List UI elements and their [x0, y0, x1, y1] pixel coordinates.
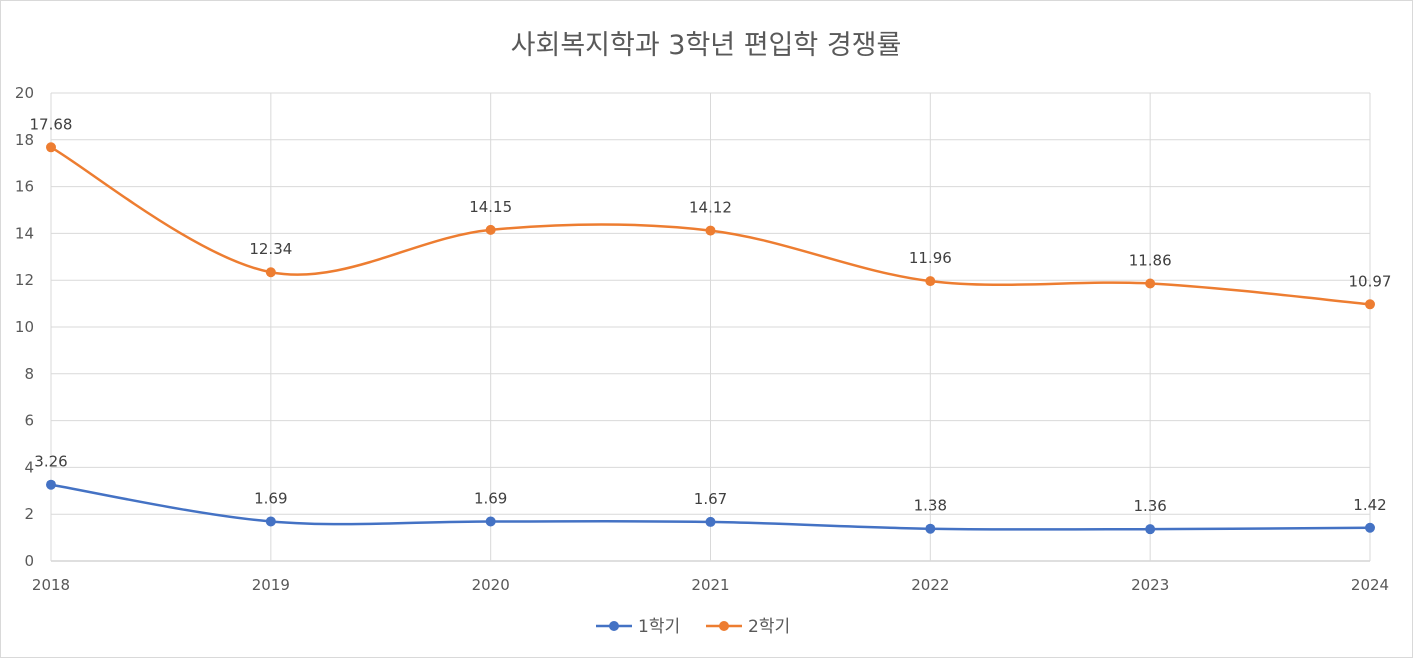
- data-label: 14.12: [689, 199, 732, 217]
- y-tick-label: 18: [15, 131, 34, 149]
- legend-marker: [719, 621, 729, 631]
- chart-title: 사회복지학과 3학년 편입학 경쟁률: [511, 30, 902, 61]
- data-label: 11.96: [909, 249, 952, 267]
- data-point: [485, 516, 496, 527]
- y-tick-label: 0: [24, 552, 34, 570]
- data-point: [705, 225, 716, 236]
- legend-item: 1학기: [596, 617, 680, 637]
- data-point: [705, 516, 716, 527]
- legend-label: 2학기: [748, 617, 790, 637]
- y-tick-label: 2: [24, 505, 34, 523]
- data-point: [265, 267, 276, 278]
- data-label: 3.26: [34, 453, 67, 471]
- y-tick-label: 6: [24, 412, 34, 430]
- y-tick-label: 16: [15, 178, 34, 196]
- data-point: [1145, 278, 1156, 289]
- x-tick-label: 2023: [1131, 576, 1169, 594]
- data-point: [46, 479, 56, 490]
- y-tick-label: 8: [24, 365, 34, 383]
- data-point: [485, 224, 496, 235]
- data-label: 1.42: [1353, 496, 1386, 514]
- data-label: 1.67: [694, 490, 727, 508]
- data-label: 10.97: [1349, 272, 1392, 290]
- legend-label: 1학기: [638, 617, 680, 637]
- legend-marker: [609, 621, 619, 631]
- data-label: 1.69: [254, 489, 287, 507]
- data-point: [265, 516, 276, 527]
- y-axis-ticks: 0 2 4 6 8 10 12 14 16 18 20: [15, 84, 34, 570]
- y-tick-label: 14: [15, 224, 34, 242]
- data-point: [1145, 524, 1156, 535]
- data-label: 1.38: [914, 497, 947, 515]
- data-label: 1.69: [474, 489, 507, 507]
- legend: 1학기 2학기: [596, 617, 790, 637]
- y-tick-label: 20: [15, 84, 34, 102]
- legend-item: 2학기: [706, 617, 790, 637]
- data-labels: 3.26 1.69 1.69 1.67 1.38 1.36 1.42 17.68 12.34 14…: [30, 115, 1392, 515]
- series-points: [46, 142, 1375, 535]
- data-label: 12.34: [249, 240, 292, 258]
- x-tick-label: 2022: [911, 576, 949, 594]
- data-label: 17.68: [30, 115, 73, 133]
- data-label: 1.36: [1133, 497, 1166, 515]
- x-tick-label: 2019: [252, 576, 290, 594]
- x-tick-label: 2018: [32, 576, 70, 594]
- y-tick-label: 10: [15, 318, 34, 336]
- data-point: [925, 276, 936, 287]
- y-tick-label: 4: [24, 458, 34, 476]
- data-point: [1365, 299, 1375, 310]
- data-label: 11.86: [1129, 251, 1172, 269]
- y-tick-label: 12: [15, 271, 34, 289]
- data-point: [46, 142, 56, 153]
- x-tick-label: 2024: [1351, 576, 1389, 594]
- data-point: [1365, 522, 1375, 533]
- x-tick-label: 2020: [472, 576, 510, 594]
- x-axis-ticks: 2018 2019 2020 2021 2022 2023 2024: [32, 576, 1389, 594]
- data-point: [925, 523, 936, 534]
- data-label: 14.15: [469, 198, 512, 216]
- x-tick-label: 2021: [691, 576, 729, 594]
